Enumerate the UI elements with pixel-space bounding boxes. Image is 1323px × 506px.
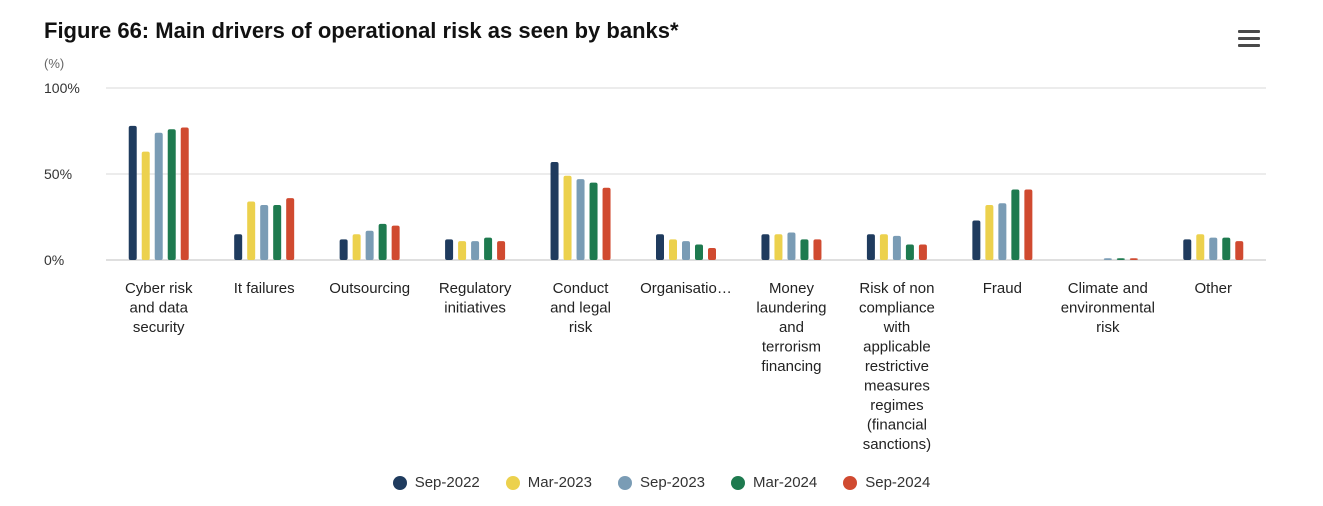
bar [774,234,783,260]
legend-item[interactable]: Sep-2023 [617,474,706,491]
bar [180,127,189,260]
bar [234,234,243,260]
bar [378,223,387,260]
legend-label: Sep-2022 [414,474,480,491]
bar [918,244,927,260]
bar-chart: (%) 0% 50% 100% Cyber risk and data security It… [44,56,1266,453]
bar [800,239,809,260]
legend-marker [392,475,407,490]
y-tick-label: 50% [44,166,72,182]
bar [484,237,493,260]
legend-label: Mar-2024 [753,474,818,491]
legend-item[interactable]: Mar-2024 [731,474,817,491]
bar [339,239,348,260]
bar [589,182,598,260]
bar [497,241,506,260]
legend-marker [843,475,858,490]
bar [787,232,796,260]
bar [286,198,295,260]
bar [458,241,467,260]
bar [576,179,585,260]
bar [985,204,994,260]
x-tick-label: Money laundering and terrorism financing [756,280,826,375]
bar [445,239,454,260]
bar [260,204,269,260]
bar [972,220,981,260]
legend-item[interactable]: Sep-2022 [392,474,480,491]
bar [1222,237,1231,260]
legend-marker [617,475,632,490]
y-tick-label: 0% [44,252,64,268]
x-tick-label: Climate and environmental risk [1061,280,1155,336]
x-tick-label: Cyber risk and data security [125,280,193,336]
legend-item[interactable]: Mar-2023 [505,474,592,491]
legend-label: Mar-2023 [527,474,592,491]
hamburger-menu-icon[interactable] [1236,30,1262,52]
bar [879,234,888,260]
bar [695,244,703,260]
bar [866,234,875,260]
x-tick-label: It failures [234,280,295,297]
legend-label: Sep-2023 [639,474,706,491]
legend-marker [505,475,520,490]
bar [365,230,374,260]
bar [813,239,822,260]
bar [1183,239,1192,260]
y-tick-label: 100% [44,80,80,96]
bar [669,239,677,260]
chart-title: Figure 66: Main drivers of operational r… [44,18,679,43]
bar [1103,258,1112,260]
legend-marker [731,475,746,490]
bar [391,225,400,260]
bar [471,241,480,260]
y-axis-label: (%) [44,56,64,71]
bar [247,201,256,260]
bar [656,234,664,260]
bar [708,247,716,260]
legend-item[interactable]: Sep-2024 [843,474,930,491]
menu-bar-line [1238,44,1260,47]
bar [1011,189,1020,260]
menu-bar-line [1238,30,1260,33]
bar [154,132,163,260]
bar [550,161,559,260]
bar [1196,234,1205,260]
bar [998,203,1007,260]
bar [167,129,176,260]
x-tick-label: Fraud [983,280,1022,297]
x-tick-label: Organisatio… [640,280,732,297]
bar [905,244,914,260]
bar [892,235,901,260]
menu-bar-line [1238,37,1260,40]
x-tick-label: Risk of non compliance with applicable restr… [859,280,935,453]
x-tick-label: Conduct and legal risk [550,280,611,336]
bar [141,151,150,260]
bar [352,234,361,260]
bar [682,241,690,260]
bar [563,175,572,260]
x-tick-label: Regulatory initiatives [439,280,512,317]
x-tick-label: Outsourcing [329,280,410,297]
bar [1116,258,1125,260]
bar [128,125,137,260]
chart-legend: Sep-2022 Mar-2023 Sep-2023 Mar-2024 Sep-2024 [0,474,1323,491]
bar [761,234,770,260]
bar [273,204,282,260]
bar [1024,189,1033,260]
bar [1235,241,1244,260]
bar [1129,258,1138,260]
x-tick-label: Other [1195,280,1233,297]
bar [1209,237,1218,260]
bar [602,187,611,260]
legend-label: Sep-2024 [865,474,931,491]
